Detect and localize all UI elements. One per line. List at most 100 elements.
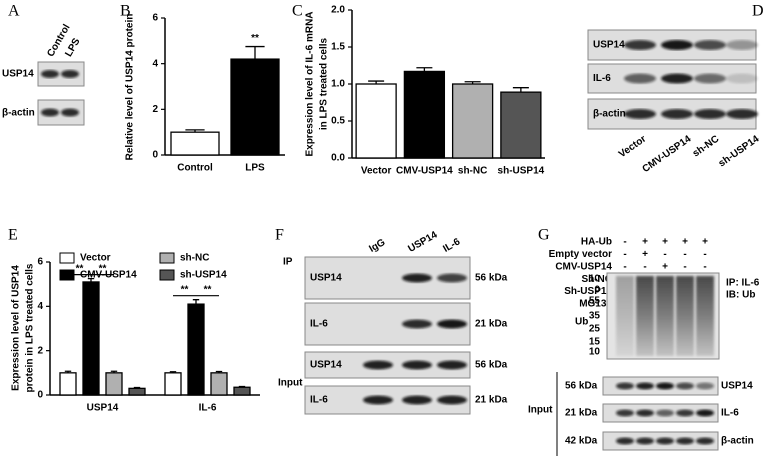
legend-label: sh-USP14 <box>180 270 227 281</box>
row-label: β-actin <box>593 109 626 120</box>
error-bar <box>238 385 246 388</box>
x-tick-label: IL-6 <box>199 403 217 414</box>
row-label: IL-6 <box>721 408 739 419</box>
condition-sign: + <box>642 249 648 260</box>
row-label: IL-6 <box>310 319 328 330</box>
band <box>437 360 467 370</box>
y-tick-label: 4 <box>152 58 158 69</box>
band <box>437 395 467 405</box>
smear <box>696 276 714 356</box>
legend-label: sh-NC <box>180 253 209 264</box>
y-axis-label: protein in LPS treated cells <box>25 263 36 392</box>
y-axis-label: Expression level of IL-6 mRNA <box>305 11 316 156</box>
y-tick-label: 2.0 <box>331 5 345 16</box>
error-bar <box>512 87 529 93</box>
y-tick-label: 4 <box>37 301 43 312</box>
x-tick-label: Vector <box>361 166 392 177</box>
error-bar <box>368 80 385 84</box>
size-label: 21 kDa <box>475 395 508 406</box>
bar <box>403 70 446 159</box>
condition-sign: + <box>642 237 648 248</box>
y-tick-label: 2 <box>152 104 158 115</box>
condition-sign: - <box>663 249 666 260</box>
error-bar <box>464 81 481 84</box>
condition-sign: - <box>703 261 706 272</box>
band <box>726 109 758 119</box>
legend-swatch <box>159 269 175 281</box>
section-label: Input <box>278 378 303 389</box>
band <box>363 395 393 405</box>
y-tick-label: 1.5 <box>331 42 345 53</box>
panel-letter: C <box>292 3 303 20</box>
smear <box>676 276 694 356</box>
row-label: USP14 <box>310 360 342 371</box>
lane-label: CMV-USP14 <box>640 133 693 175</box>
band <box>694 73 726 84</box>
size-label: 56 kDa <box>475 273 508 284</box>
row-label: USP14 <box>593 40 625 51</box>
lane-label: IL-6 <box>441 236 462 255</box>
bar <box>128 387 146 396</box>
band <box>61 108 79 117</box>
y-tick-label: 0 <box>37 390 43 401</box>
row-label: USP14 <box>310 273 342 284</box>
condition-label: MG132 <box>579 299 612 310</box>
y-tick-label: 0.5 <box>331 116 345 127</box>
y-tick-label: 0.0 <box>331 153 345 164</box>
note: IP: IL-6 <box>726 278 760 289</box>
band <box>656 437 674 445</box>
row-label: USP14 <box>2 69 34 80</box>
bar <box>105 372 123 396</box>
band <box>624 40 656 50</box>
section-label: Input <box>528 405 553 416</box>
legend-swatch <box>59 269 75 281</box>
marker-label: 10 <box>589 274 601 285</box>
y-axis-label: Relative level of USP14 protein <box>125 14 136 161</box>
y-axis-label: Expression level of USP14 <box>11 265 22 391</box>
band <box>696 409 714 417</box>
band <box>661 40 693 50</box>
row-label: β-actin <box>721 436 754 447</box>
error-bar <box>133 386 141 389</box>
error-bar <box>169 371 177 373</box>
significance: ** <box>204 284 212 295</box>
condition-sign: - <box>623 237 626 248</box>
band <box>437 273 467 283</box>
size-label: 21 kDa <box>475 319 508 330</box>
band <box>636 409 654 417</box>
y-tick-label: 1.0 <box>331 79 345 90</box>
row-label: IL-6 <box>593 73 611 84</box>
bar <box>170 131 220 156</box>
x-tick-label: LPS <box>245 163 265 174</box>
panel-letter: E <box>8 227 18 244</box>
lane-label: Vector <box>617 134 648 161</box>
band <box>61 70 79 78</box>
error-bar <box>192 299 200 305</box>
section-label: Ub <box>575 317 588 328</box>
condition-sign: - <box>683 249 686 260</box>
marker-label: 55 <box>589 296 601 307</box>
legend-label: Vector <box>80 253 111 264</box>
condition-sign: - <box>683 261 686 272</box>
band <box>402 273 432 283</box>
section-label: IP <box>283 257 293 268</box>
band <box>616 409 634 417</box>
error-bar <box>64 370 72 373</box>
y-tick-label: 2 <box>37 345 43 356</box>
band <box>616 382 634 390</box>
band <box>696 382 714 390</box>
smear <box>616 276 634 356</box>
panel-letter: A <box>8 3 20 20</box>
band <box>636 382 654 390</box>
error-bar <box>87 277 95 282</box>
condition-sign: + <box>702 237 708 248</box>
condition-sign: + <box>682 237 688 248</box>
panel-letter: F <box>275 227 284 244</box>
bar <box>82 281 100 396</box>
lane-label: LPS <box>63 36 82 59</box>
band <box>402 319 432 329</box>
condition-label: Sh-NC <box>581 274 612 285</box>
condition-sign: - <box>703 249 706 260</box>
band <box>726 40 758 50</box>
